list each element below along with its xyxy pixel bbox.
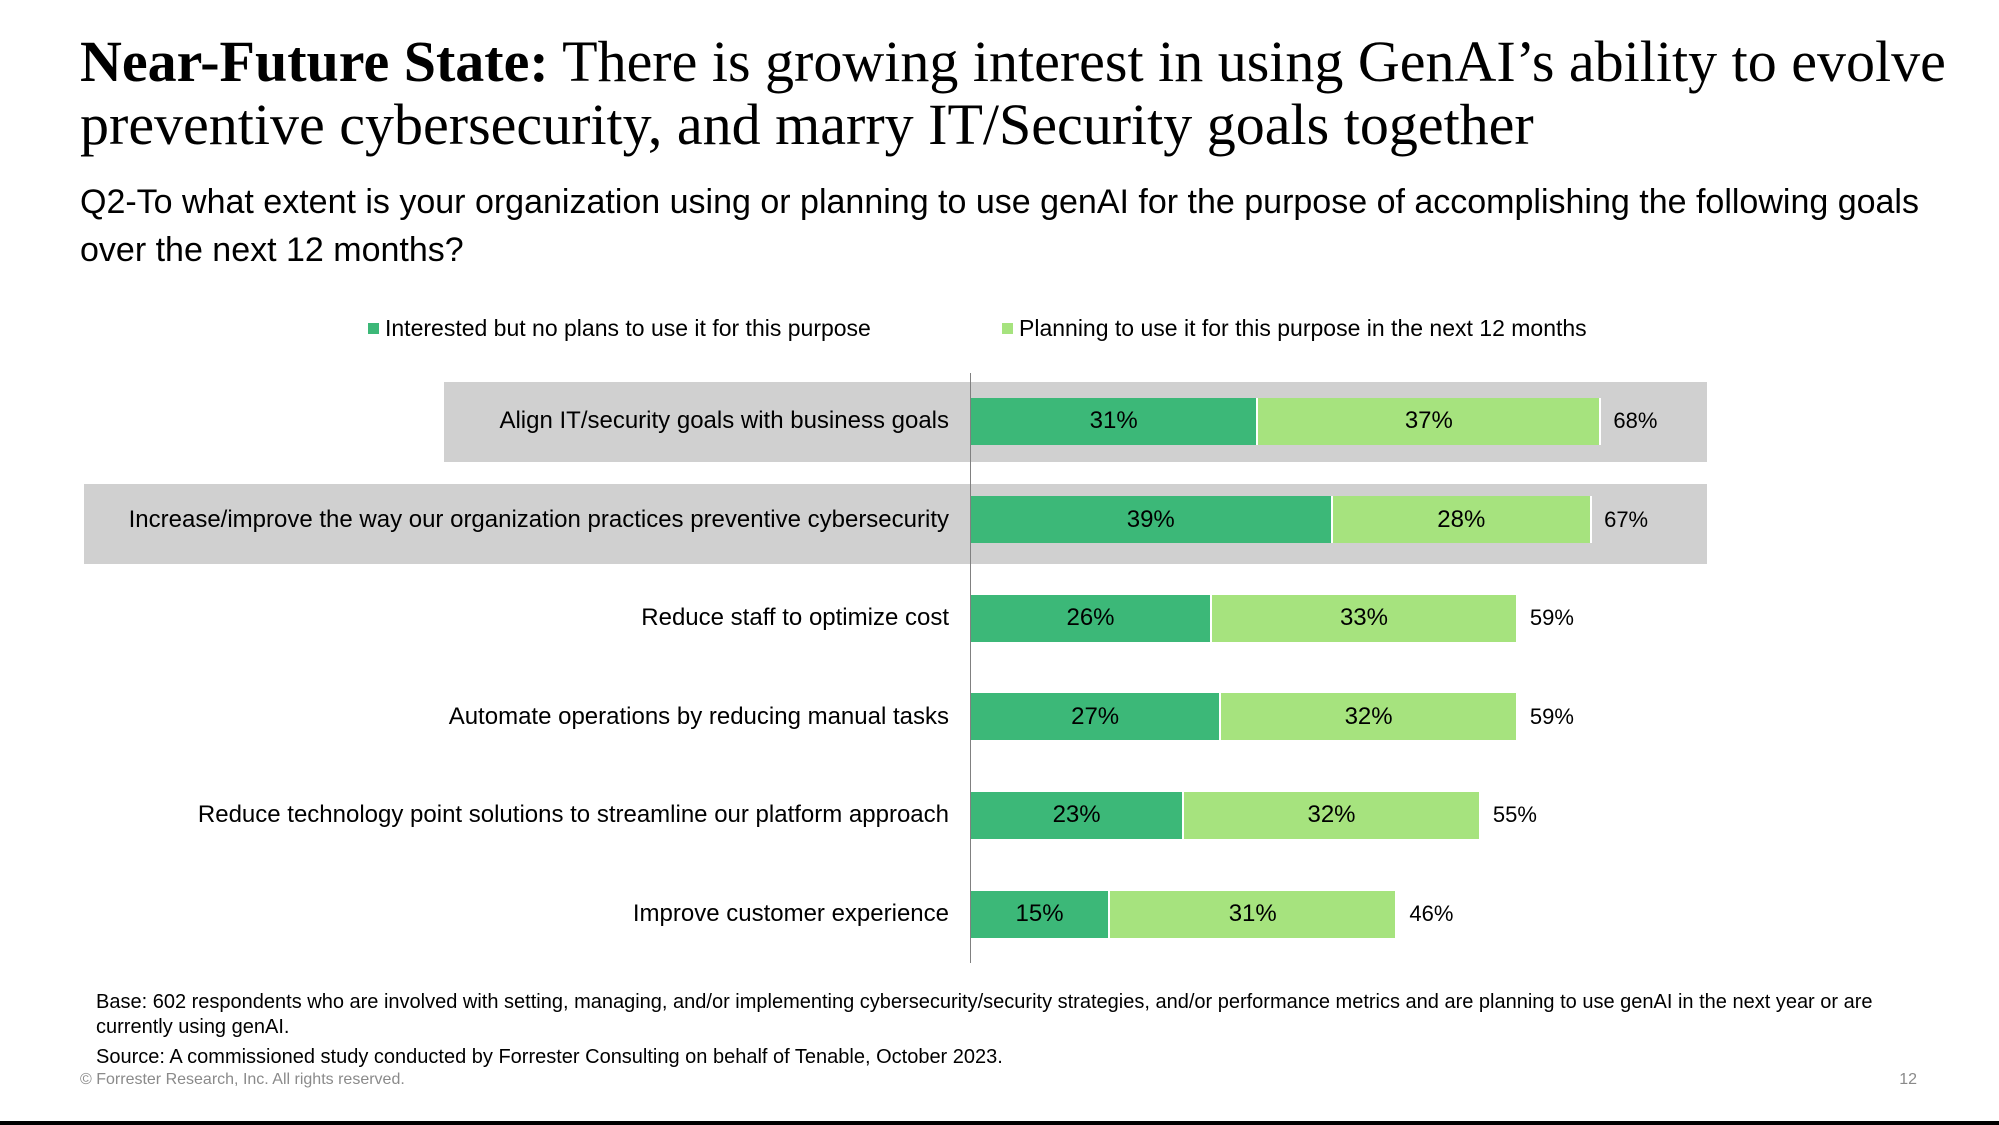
bar-planning: 37% (1258, 397, 1602, 445)
category-label: Improve customer experience (632, 900, 949, 927)
total-label: 68% (1613, 408, 1658, 433)
slide-title: Near-Future State: There is growing inte… (80, 30, 1960, 156)
bottom-rule (0, 1121, 1999, 1125)
bar-planning: 28% (1332, 496, 1593, 544)
source-note: Source: A commissioned study conducted b… (96, 1046, 1003, 1068)
bar-interested: 39% (971, 496, 1333, 544)
base-note: Base: 602 respondents who are involved w… (96, 991, 1873, 1038)
legend-label: Planning to use it for this purpose in t… (1019, 315, 1587, 341)
category-label: Align IT/security goals with business go… (499, 407, 949, 434)
bar-planning: 32% (1221, 693, 1518, 741)
legend-item-interested: Interested but no plans to use it for th… (368, 315, 871, 342)
bar-planning: 31% (1110, 890, 1398, 938)
bar-interested: 26% (971, 594, 1213, 642)
bar-planning: 33% (1212, 594, 1518, 642)
question-text: Q2-To what extent is your organization u… (80, 183, 1919, 269)
bar-interested: 15% (971, 890, 1111, 938)
copyright: © Forrester Research, Inc. All rights re… (80, 1071, 405, 1088)
legend-swatch (1002, 323, 1013, 334)
bar-interested: 27% (971, 693, 1222, 741)
legend-item-planning: Planning to use it for this purpose in t… (1002, 315, 1587, 342)
legend-swatch (368, 323, 379, 334)
title-bold: Near-Future State: (80, 29, 549, 94)
total-label: 55% (1492, 802, 1537, 828)
bar-interested: 23% (971, 791, 1185, 839)
axis-line (970, 373, 971, 963)
total-label: 59% (1529, 703, 1574, 729)
category-label: Automate operations by reducing manual t… (448, 702, 949, 730)
category-label: Reduce technology point solutions to str… (197, 801, 949, 829)
total-label: 59% (1529, 605, 1574, 631)
total-label: 46% (1409, 901, 1454, 926)
bar-interested: 31% (971, 397, 1259, 445)
total-label: 67% (1604, 506, 1649, 532)
category-label: Reduce staff to optimize cost (641, 604, 949, 632)
legend-label: Interested but no plans to use it for th… (385, 315, 871, 341)
page-number: 12 (1899, 1071, 1917, 1088)
category-label: Increase/improve the way our organizatio… (128, 505, 949, 533)
title-rest: There is growing interest in using GenAI… (80, 29, 1946, 157)
bar-planning: 32% (1184, 791, 1481, 839)
